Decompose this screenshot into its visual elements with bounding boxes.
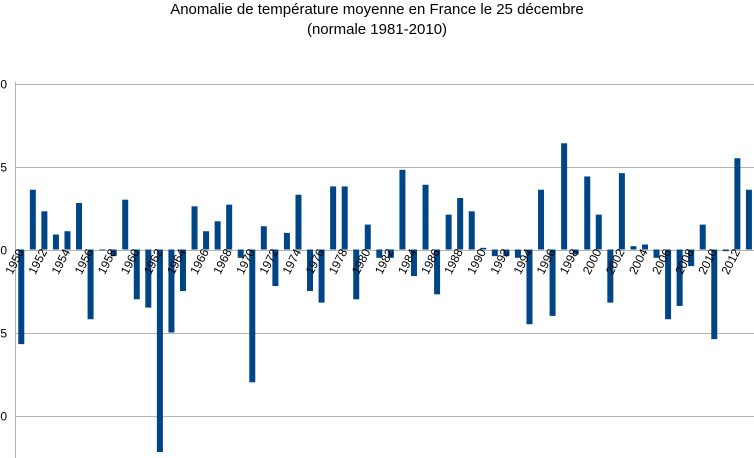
bar-2004 [641,244,648,250]
bar-1992 [503,249,510,257]
bar-1999 [584,176,591,250]
bar-2012 [734,158,741,250]
y-axis-ticks: 10 5 0 -5 -10 [0,78,7,424]
bar-1989 [468,211,475,250]
bar-1984 [410,249,417,277]
bar-1991 [491,249,498,257]
bar-1963 [168,249,175,333]
bar-1967 [214,221,221,250]
bar-2007 [676,249,683,306]
bar-1986 [434,249,441,295]
bar-1964 [179,249,186,291]
bar-2011 [722,249,729,252]
bar-1976 [318,249,325,303]
chart-title-block: Anomalie de température moyenne en Franc… [0,0,754,40]
bar-1974 [295,194,302,250]
chart-title: Anomalie de température moyenne en Franc… [170,1,584,18]
bar-1962 [156,249,163,453]
chart-subtitle: (normale 1981-2010) [306,21,448,38]
bar-1966 [203,231,210,250]
bar-1955 [76,203,83,250]
bar-1996 [549,249,556,316]
y-tick-label: 5 [0,161,7,175]
bar-1965 [191,206,198,250]
bar-2000 [595,214,602,250]
bar-series [18,143,752,453]
bar-1952 [41,211,48,250]
bar-1998 [572,249,579,255]
bar-1975 [307,249,314,291]
y-tick-label: -5 [0,327,7,341]
bar-1968 [226,204,233,250]
bar-2002 [618,173,625,250]
y-tick-label: 0 [0,244,7,258]
bar-1978 [341,186,348,250]
bar-2013 [745,189,752,250]
bar-1997 [561,143,568,250]
bar-1959 [122,199,129,250]
bar-1977 [330,186,337,250]
bar-1987 [445,214,452,250]
bar-2006 [665,249,672,320]
bar-1979 [353,249,360,300]
bar-2005 [653,249,660,258]
bar-1985 [422,184,429,250]
bar-1956 [87,249,94,320]
bar-1988 [457,198,464,250]
bar-1993 [514,249,521,258]
bar-1950 [18,249,25,345]
bar-2010 [711,249,718,340]
bar-1983 [399,169,406,250]
bar-1951 [29,189,36,250]
bar-1972 [272,249,279,287]
bar-1980 [364,224,371,250]
bar-1995 [538,189,545,250]
bar-1960 [133,249,140,300]
y-tick-label: -10 [0,410,7,424]
y-tick-label: 10 [0,78,7,92]
bar-2003 [630,246,637,250]
bar-1961 [145,249,152,308]
bar-1953 [52,234,59,250]
bar-1982 [387,249,394,258]
bar-1971 [260,226,267,250]
bar-2008 [688,249,695,267]
bar-1954 [64,231,71,250]
bar-2001 [607,249,614,303]
bar-1958 [110,249,117,257]
bar-1969 [237,249,244,258]
bar-1970 [249,249,256,383]
bar-1957 [99,249,106,251]
bar-1990 [480,247,487,250]
bar-1973 [283,232,290,250]
bar-1994 [526,249,533,325]
bar-2009 [699,224,706,250]
bar-1981 [376,249,383,258]
